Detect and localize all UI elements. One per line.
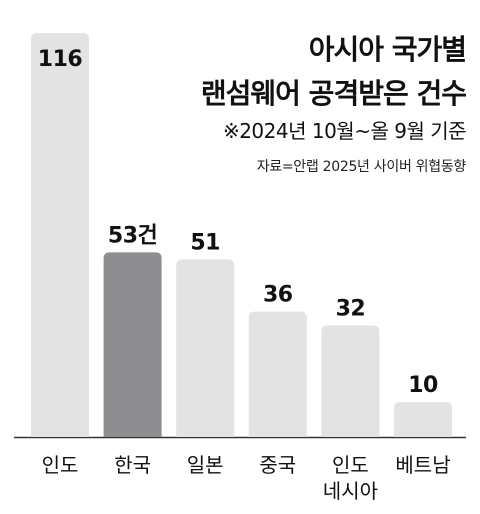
- bar-value-label: 116: [38, 47, 83, 72]
- chart-subtitle: ※2024년 10월~올 9월 기준: [222, 119, 467, 143]
- chart-title-line-2: 랜섬웨어 공격받은 건수: [200, 77, 467, 110]
- category-tick-label: 중국: [259, 453, 296, 477]
- category-tick-label: 일본: [187, 453, 224, 477]
- source-note: 자료=안랩 2025년 사이버 위협동향: [256, 159, 467, 175]
- bar-value-label: 36: [263, 283, 293, 308]
- bar: [394, 402, 452, 437]
- category-tick-label: 인도: [332, 453, 369, 477]
- bar: [248, 311, 307, 437]
- category-tick-label: 인도: [42, 453, 79, 477]
- bar-value-label: 51: [190, 230, 220, 255]
- bar: [176, 259, 235, 437]
- bar: [321, 325, 380, 437]
- category-tick-label: 네시아: [323, 479, 378, 503]
- bar: [31, 33, 89, 437]
- bar: [103, 252, 162, 437]
- chart-title-line-1: 아시아 국가별: [308, 33, 467, 66]
- category-tick-label: 베트남: [395, 453, 450, 477]
- bar-value-label: 53건: [108, 223, 157, 248]
- bar-value-label: 32: [336, 297, 366, 322]
- bar-value-label: 10: [408, 373, 438, 398]
- category-tick-label: 한국: [114, 453, 151, 477]
